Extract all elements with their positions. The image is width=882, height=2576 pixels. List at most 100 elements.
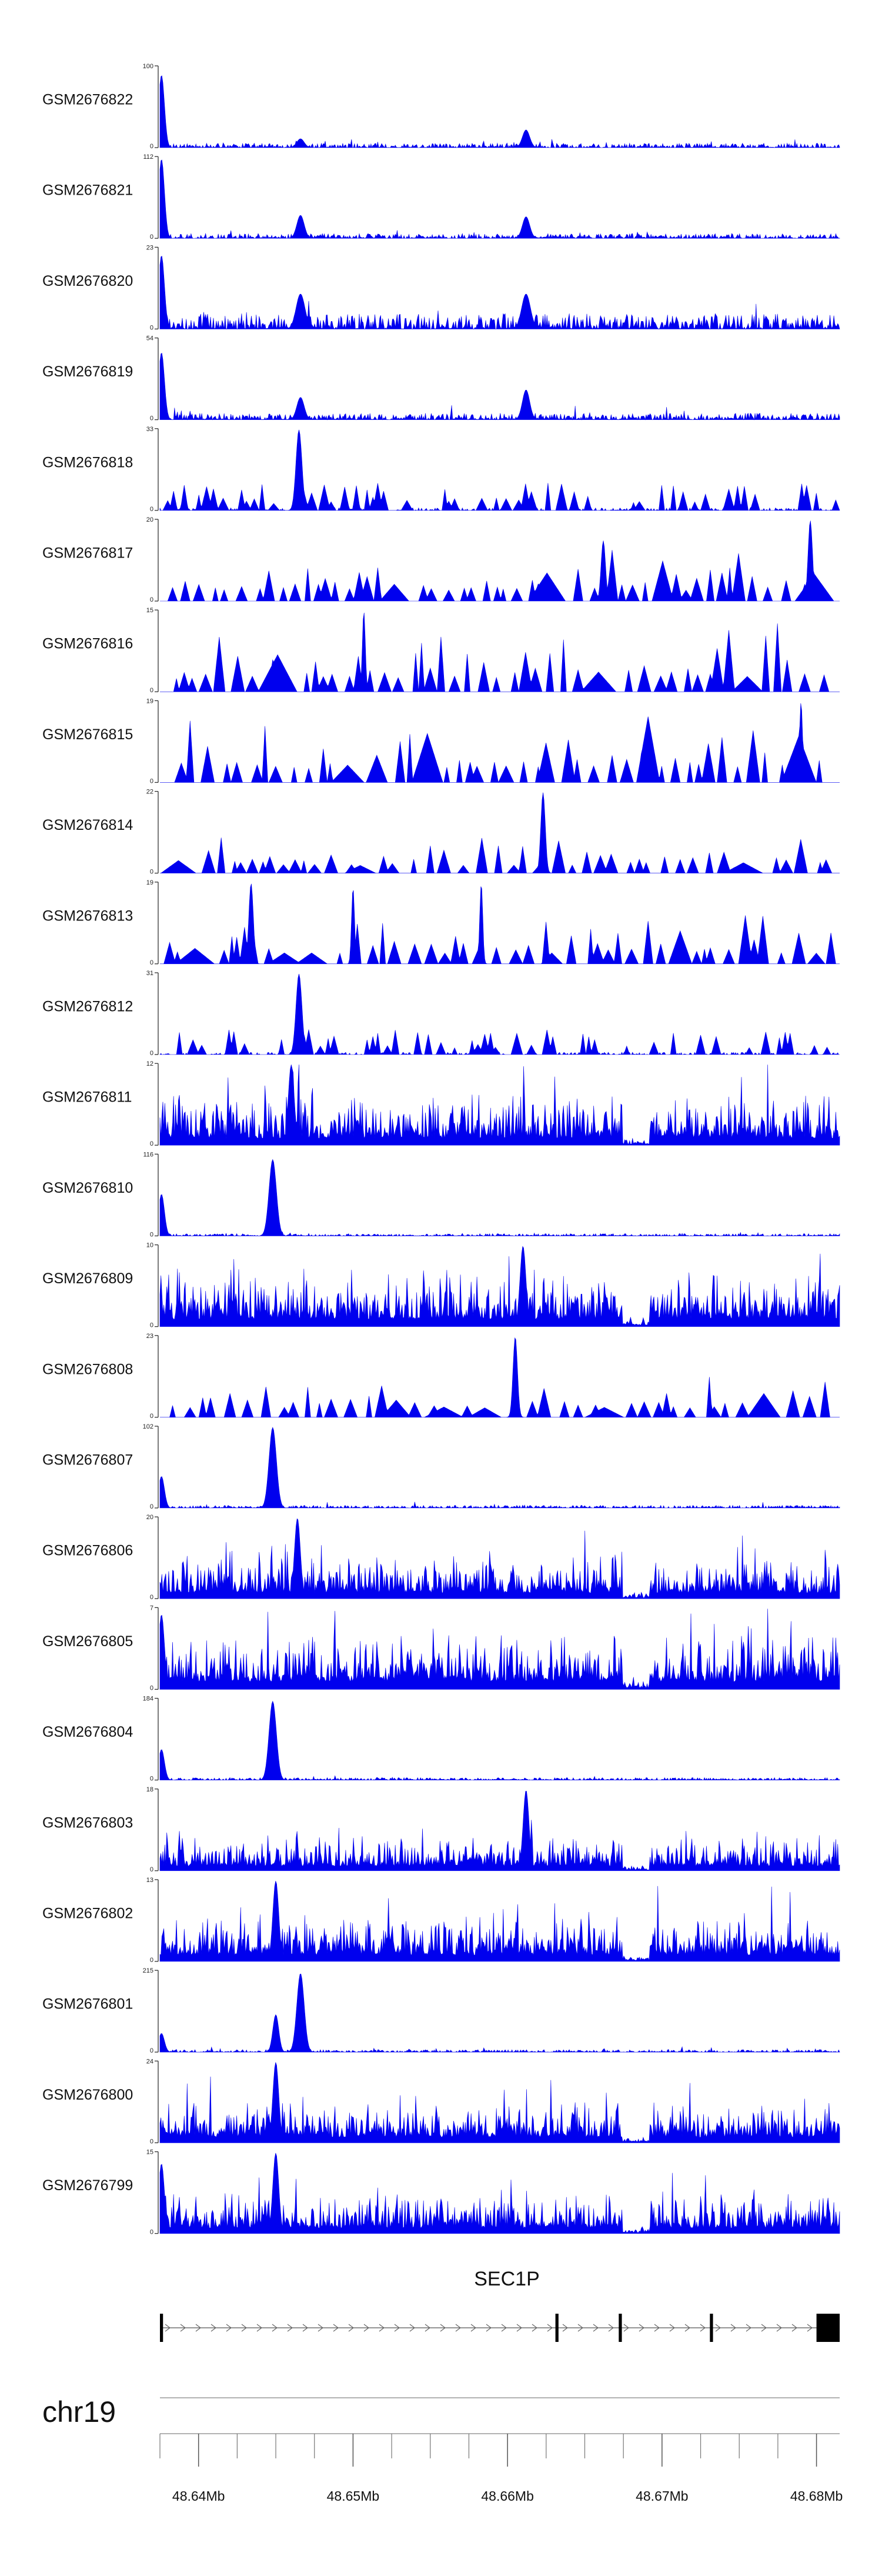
y-max-label: 19 bbox=[146, 698, 153, 705]
y-min-label: 0 bbox=[150, 1050, 153, 1057]
strand-arrow bbox=[715, 2324, 721, 2332]
strand-arrow bbox=[318, 2324, 323, 2332]
strand-arrow bbox=[470, 2324, 476, 2332]
signal-area bbox=[160, 612, 840, 692]
strand-arrow bbox=[256, 2324, 262, 2332]
y-max-label: 20 bbox=[146, 516, 153, 523]
strand-arrow bbox=[165, 2324, 171, 2332]
y-min-label: 0 bbox=[150, 1231, 153, 1238]
strand-arrow bbox=[363, 2324, 369, 2332]
track-GSM2676800: GSM2676800 24 0 bbox=[42, 2058, 840, 2145]
signal-area bbox=[159, 1065, 840, 1146]
strand-arrow bbox=[654, 2324, 660, 2332]
track-label: GSM2676801 bbox=[42, 1996, 133, 2013]
signal-area bbox=[160, 703, 840, 783]
signal-area bbox=[159, 973, 840, 1055]
coverage-tracks: GSM26768221000GSM26768211120GSM267682023… bbox=[42, 63, 840, 2236]
track-GSM2676811: GSM2676811 12 0 bbox=[42, 1060, 840, 1147]
signal-area bbox=[159, 352, 840, 421]
genome-axis: chr19 48.64Mb 48.65Mb 48.66Mb 48.67Mb 48.68Mb bbox=[42, 2395, 843, 2504]
track-label: GSM2676820 bbox=[42, 273, 133, 289]
track-GSM2676808: GSM2676808 23 0 bbox=[42, 1333, 840, 1420]
strand-arrow bbox=[700, 2324, 706, 2332]
track-GSM2676815: GSM2676815 19 0 bbox=[42, 698, 840, 785]
y-min-label: 0 bbox=[150, 2138, 153, 2145]
strand-arrow bbox=[333, 2324, 339, 2332]
signal-area bbox=[159, 1609, 840, 1690]
track-GSM2676803: GSM2676803 18 0 bbox=[42, 1786, 840, 1873]
y-max-label: 10 bbox=[146, 1242, 153, 1249]
strand-arrow bbox=[302, 2324, 308, 2332]
y-max-label: 100 bbox=[143, 63, 153, 70]
gene-name: SEC1P bbox=[474, 2268, 540, 2290]
track-label: GSM2676821 bbox=[42, 182, 133, 199]
y-max-label: 184 bbox=[143, 1696, 153, 1703]
track-label: GSM2676808 bbox=[42, 1361, 133, 1377]
y-max-label: 54 bbox=[146, 335, 153, 342]
strand-arrow bbox=[639, 2324, 644, 2332]
signal-area bbox=[159, 75, 840, 149]
signal-area bbox=[160, 520, 840, 602]
y-min-label: 0 bbox=[150, 1503, 153, 1510]
y-min-label: 0 bbox=[150, 596, 153, 603]
strand-arrow bbox=[593, 2324, 599, 2332]
exon-3 bbox=[619, 2314, 622, 2342]
y-max-label: 23 bbox=[146, 1333, 153, 1340]
chromosome-label: chr19 bbox=[42, 2395, 116, 2428]
signal-area bbox=[159, 1427, 840, 1509]
track-GSM2676821: GSM2676821 112 0 bbox=[42, 154, 840, 241]
track-GSM2676818: GSM2676818 33 0 bbox=[42, 426, 840, 513]
y-min-label: 0 bbox=[150, 869, 153, 876]
exon-5 bbox=[816, 2314, 840, 2342]
strand-arrow bbox=[730, 2324, 736, 2332]
y-min-label: 0 bbox=[150, 415, 153, 422]
track-GSM2676804: GSM2676804 184 0 bbox=[42, 1696, 840, 1783]
signal-area bbox=[159, 1159, 840, 1237]
strand-arrow bbox=[791, 2324, 797, 2332]
x-tick-label: 48.68Mb bbox=[790, 2488, 843, 2504]
track-label: GSM2676805 bbox=[42, 1633, 133, 1650]
y-max-label: 23 bbox=[146, 244, 153, 251]
y-min-label: 0 bbox=[150, 959, 153, 966]
y-min-label: 0 bbox=[150, 1776, 153, 1783]
track-GSM2676820: GSM2676820 23 0 bbox=[42, 244, 840, 331]
y-max-label: 15 bbox=[146, 2149, 153, 2156]
strand-arrow bbox=[577, 2324, 583, 2332]
strand-arrow bbox=[455, 2324, 461, 2332]
exon-1 bbox=[160, 2314, 163, 2342]
y-max-label: 13 bbox=[146, 1877, 153, 1884]
track-GSM2676802: GSM2676802 13 0 bbox=[42, 1877, 840, 1964]
strand-arrow bbox=[623, 2324, 629, 2332]
x-tick-label: 48.66Mb bbox=[481, 2488, 534, 2504]
y-min-label: 0 bbox=[150, 687, 153, 694]
y-max-label: 20 bbox=[146, 1514, 153, 1521]
strand-arrow bbox=[409, 2324, 415, 2332]
track-label: GSM2676814 bbox=[42, 817, 133, 833]
x-tick-label: 48.67Mb bbox=[636, 2488, 689, 2504]
track-GSM2676801: GSM2676801 215 0 bbox=[42, 1967, 840, 2054]
strand-arrow bbox=[287, 2324, 293, 2332]
signal-area bbox=[159, 2153, 840, 2234]
x-tick-label: 48.64Mb bbox=[172, 2488, 225, 2504]
track-GSM2676813: GSM2676813 19 0 bbox=[42, 879, 840, 966]
track-GSM2676807: GSM2676807 102 0 bbox=[42, 1423, 840, 1510]
strand-arrow bbox=[272, 2324, 278, 2332]
signal-area bbox=[159, 1700, 840, 1781]
strand-arrow bbox=[516, 2324, 522, 2332]
track-GSM2676809: GSM2676809 10 0 bbox=[42, 1242, 840, 1329]
track-label: GSM2676802 bbox=[42, 1906, 133, 1922]
y-min-label: 0 bbox=[150, 778, 153, 785]
signal-area bbox=[160, 1337, 840, 1418]
y-max-label: 24 bbox=[146, 2058, 153, 2065]
y-max-label: 112 bbox=[143, 154, 153, 161]
signal-area bbox=[159, 429, 840, 511]
strand-arrow bbox=[379, 2324, 385, 2332]
y-max-label: 215 bbox=[143, 1967, 153, 1974]
track-GSM2676799: GSM2676799 15 0 bbox=[42, 2149, 840, 2236]
strand-arrow bbox=[394, 2324, 400, 2332]
signal-area bbox=[160, 792, 840, 874]
strand-arrow bbox=[746, 2324, 751, 2332]
track-label: GSM2676800 bbox=[42, 2087, 133, 2103]
